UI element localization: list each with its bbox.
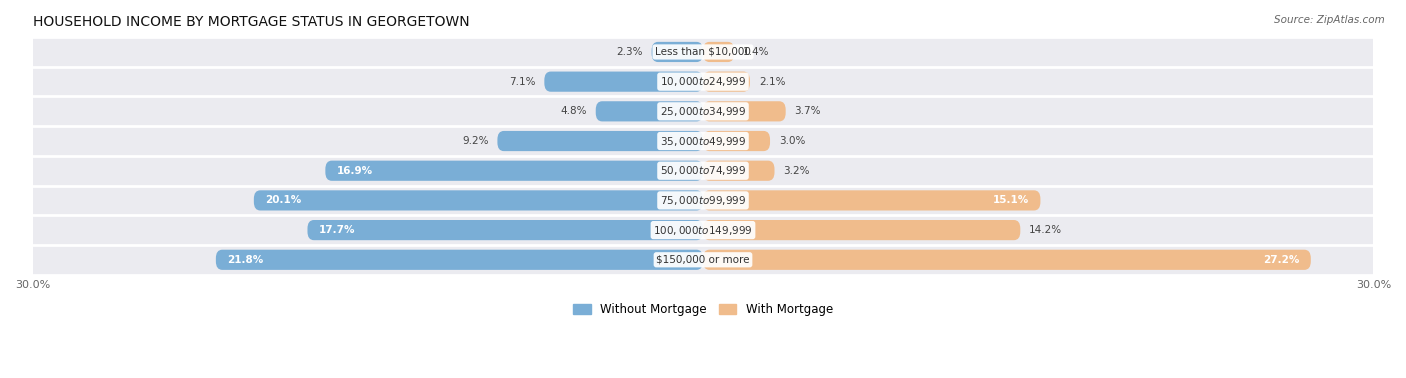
FancyBboxPatch shape — [308, 220, 703, 240]
Text: $150,000 or more: $150,000 or more — [657, 255, 749, 265]
Bar — [32, 245, 1374, 275]
FancyBboxPatch shape — [703, 161, 775, 181]
FancyBboxPatch shape — [703, 42, 734, 62]
Text: $25,000 to $34,999: $25,000 to $34,999 — [659, 105, 747, 118]
FancyBboxPatch shape — [703, 71, 749, 92]
Text: Source: ZipAtlas.com: Source: ZipAtlas.com — [1274, 15, 1385, 25]
FancyBboxPatch shape — [703, 101, 786, 121]
Text: $35,000 to $49,999: $35,000 to $49,999 — [659, 135, 747, 147]
Bar — [32, 186, 1374, 215]
Text: 1.4%: 1.4% — [744, 47, 769, 57]
Text: HOUSEHOLD INCOME BY MORTGAGE STATUS IN GEORGETOWN: HOUSEHOLD INCOME BY MORTGAGE STATUS IN G… — [32, 15, 470, 29]
Text: $75,000 to $99,999: $75,000 to $99,999 — [659, 194, 747, 207]
FancyBboxPatch shape — [325, 161, 703, 181]
Bar — [32, 96, 1374, 126]
Text: 15.1%: 15.1% — [993, 195, 1029, 205]
Text: $10,000 to $24,999: $10,000 to $24,999 — [659, 75, 747, 88]
Text: 2.1%: 2.1% — [759, 77, 786, 87]
Bar — [32, 215, 1374, 245]
Text: 14.2%: 14.2% — [1029, 225, 1063, 235]
Legend: Without Mortgage, With Mortgage: Without Mortgage, With Mortgage — [568, 299, 838, 321]
Text: 27.2%: 27.2% — [1263, 255, 1299, 265]
Bar — [32, 126, 1374, 156]
Bar — [32, 67, 1374, 96]
Text: 16.9%: 16.9% — [336, 166, 373, 176]
Text: Less than $10,000: Less than $10,000 — [655, 47, 751, 57]
FancyBboxPatch shape — [544, 71, 703, 92]
Bar — [32, 156, 1374, 186]
FancyBboxPatch shape — [703, 250, 1310, 270]
Text: 20.1%: 20.1% — [264, 195, 301, 205]
Text: $50,000 to $74,999: $50,000 to $74,999 — [659, 164, 747, 177]
Text: 3.2%: 3.2% — [783, 166, 810, 176]
Text: 2.3%: 2.3% — [616, 47, 643, 57]
FancyBboxPatch shape — [703, 131, 770, 151]
FancyBboxPatch shape — [596, 101, 703, 121]
FancyBboxPatch shape — [254, 190, 703, 211]
Text: $100,000 to $149,999: $100,000 to $149,999 — [654, 224, 752, 237]
Text: 9.2%: 9.2% — [463, 136, 488, 146]
Text: 7.1%: 7.1% — [509, 77, 536, 87]
FancyBboxPatch shape — [703, 220, 1021, 240]
FancyBboxPatch shape — [498, 131, 703, 151]
Text: 3.7%: 3.7% — [794, 106, 821, 116]
FancyBboxPatch shape — [703, 190, 1040, 211]
Bar — [32, 37, 1374, 67]
Text: 17.7%: 17.7% — [319, 225, 356, 235]
Text: 21.8%: 21.8% — [226, 255, 263, 265]
Text: 3.0%: 3.0% — [779, 136, 806, 146]
FancyBboxPatch shape — [217, 250, 703, 270]
FancyBboxPatch shape — [651, 42, 703, 62]
Text: 4.8%: 4.8% — [561, 106, 586, 116]
